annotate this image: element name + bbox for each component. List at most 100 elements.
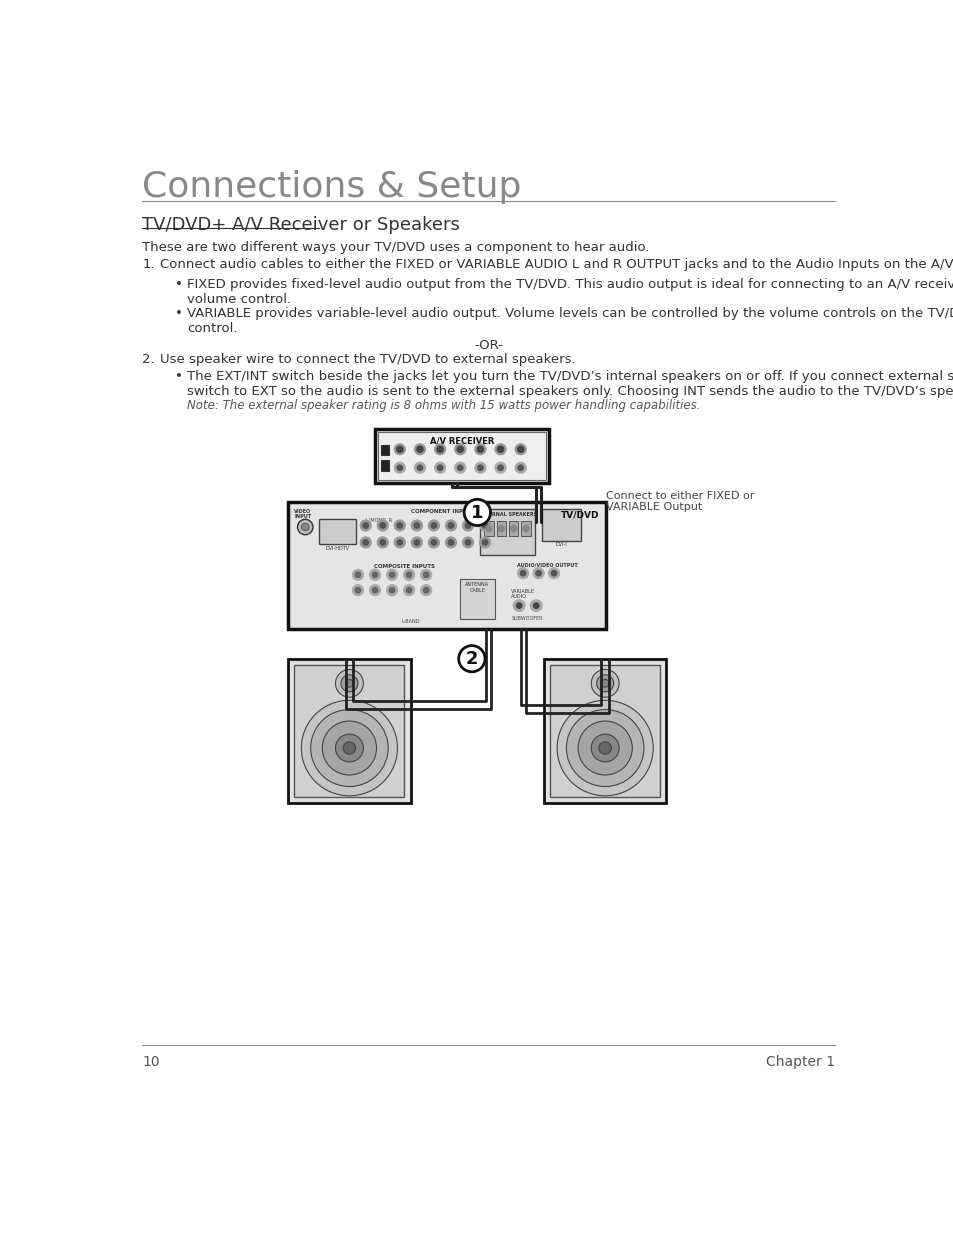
Text: •: • [174,278,183,290]
Circle shape [435,462,445,473]
Circle shape [475,443,485,454]
Text: These are two different ways your TV/DVD uses a component to hear audio.: These are two different ways your TV/DVD… [142,241,649,253]
Circle shape [377,537,388,548]
Text: 1: 1 [471,504,483,522]
Text: VIDEO
INPUT: VIDEO INPUT [294,509,312,520]
Text: VARIABLE
AUDIO: VARIABLE AUDIO [511,589,535,599]
Circle shape [311,710,388,787]
Circle shape [462,537,473,548]
Circle shape [465,522,470,529]
Circle shape [394,537,405,548]
Circle shape [462,520,473,531]
FancyBboxPatch shape [319,520,356,543]
Text: FIXED provides fixed-level audio output from the TV/DVD. This audio output is id: FIXED provides fixed-level audio output … [187,278,953,305]
Text: Connect to either FIXED or
VARIABLE Output: Connect to either FIXED or VARIABLE Outp… [605,490,754,513]
Circle shape [415,462,425,473]
Text: •: • [174,306,183,320]
Circle shape [448,522,454,529]
Circle shape [420,585,431,595]
Text: TV/DVD: TV/DVD [560,510,599,519]
Circle shape [464,499,490,526]
Text: 2.: 2. [142,353,155,366]
Circle shape [396,446,402,452]
FancyBboxPatch shape [375,430,549,483]
Text: SUBWOOFER: SUBWOOFER [511,616,542,621]
Text: 2: 2 [465,651,477,668]
FancyBboxPatch shape [294,664,404,798]
Circle shape [411,520,422,531]
Circle shape [386,569,397,580]
Circle shape [394,520,405,531]
FancyBboxPatch shape [543,658,666,804]
FancyBboxPatch shape [550,664,659,798]
Circle shape [436,466,442,471]
Circle shape [415,443,425,454]
Circle shape [533,568,543,579]
Circle shape [516,603,521,609]
Circle shape [406,588,412,593]
Circle shape [403,585,415,595]
Circle shape [389,588,395,593]
Circle shape [372,572,377,578]
Text: Note: The external speaker rating is 8 ohms with 15 watts power handling capabil: Note: The external speaker rating is 8 o… [187,399,700,412]
Circle shape [475,462,485,473]
Circle shape [598,742,611,755]
Circle shape [423,588,429,593]
Circle shape [497,526,504,531]
Circle shape [495,462,505,473]
Circle shape [482,540,487,545]
Circle shape [322,721,376,776]
Circle shape [396,540,402,545]
Circle shape [533,603,538,609]
Text: COMPONENT INPUTS: COMPONENT INPUTS [411,509,475,514]
Circle shape [551,571,557,576]
Circle shape [517,446,523,452]
Circle shape [485,526,492,531]
FancyBboxPatch shape [542,509,580,541]
Circle shape [396,522,402,529]
Circle shape [360,520,371,531]
Circle shape [345,679,353,687]
Text: -OR-: -OR- [474,340,503,352]
Circle shape [530,600,541,611]
Circle shape [455,462,465,473]
Text: 10: 10 [142,1055,160,1070]
Text: Use speaker wire to connect the TV/DVD to external speakers.: Use speaker wire to connect the TV/DVD t… [159,353,575,366]
Circle shape [355,572,360,578]
Text: The EXT/INT switch beside the jacks let you turn the TV/DVD’s internal speakers : The EXT/INT switch beside the jacks let … [187,370,953,398]
Circle shape [411,537,422,548]
Circle shape [335,669,363,698]
Circle shape [600,679,608,687]
Text: A/V RECEIVER: A/V RECEIVER [430,436,494,445]
FancyBboxPatch shape [377,432,546,480]
Circle shape [431,540,436,545]
FancyBboxPatch shape [497,521,505,536]
Circle shape [497,446,503,452]
Text: 1.: 1. [142,258,155,272]
Circle shape [435,443,445,454]
Circle shape [465,540,470,545]
Circle shape [566,710,643,787]
Circle shape [578,721,632,776]
Circle shape [414,540,419,545]
FancyBboxPatch shape [521,521,530,536]
Circle shape [353,585,363,595]
Circle shape [301,524,309,531]
Circle shape [510,526,517,531]
Circle shape [479,520,490,531]
Circle shape [379,522,385,529]
Circle shape [497,466,503,471]
Circle shape [362,540,368,545]
FancyBboxPatch shape [480,509,534,555]
Text: DVI-HDTV: DVI-HDTV [325,546,350,551]
FancyBboxPatch shape [459,579,495,620]
Circle shape [519,571,525,576]
Circle shape [386,585,397,595]
Text: EXTERNAL SPEAKERS: EXTERNAL SPEAKERS [477,511,537,516]
FancyBboxPatch shape [381,445,389,456]
Circle shape [515,443,525,454]
Circle shape [394,462,405,473]
Circle shape [353,569,363,580]
Circle shape [456,446,463,452]
Circle shape [377,520,388,531]
